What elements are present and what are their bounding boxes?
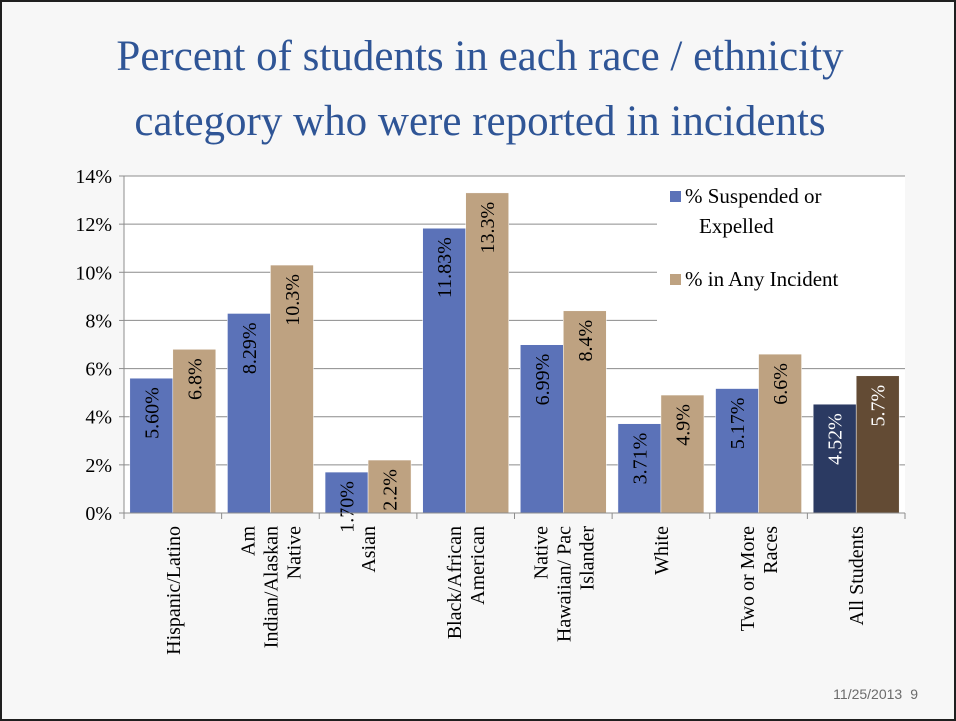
bar-any-incident [270,264,314,514]
x-category-label: Islander [576,526,598,591]
x-category-label: Am [237,526,259,556]
y-tick-label: 14% [75,166,112,188]
bar-suspended [422,227,466,514]
data-label: 1.70% [337,481,359,533]
data-label: 6.8% [184,358,206,400]
legend-label: Expelled [699,214,774,238]
bar-any-incident [367,459,412,514]
title-line-1: Percent of students in each race / ethni… [116,33,844,80]
x-category-label: Native [283,526,305,579]
bar-any-incident [660,394,705,514]
data-label: 4.52% [825,413,847,465]
bar-suspended [715,388,759,514]
x-category-label: Asian [358,526,380,573]
bar-suspended [520,344,564,514]
data-label: 11.83% [434,237,456,298]
bar-any-incident [563,310,607,514]
bar-suspended [812,403,857,514]
y-tick-label: 6% [85,359,112,381]
data-label: 3.71% [629,433,651,485]
slide-footer: 11/25/2013 9 [833,686,918,702]
y-tick-label: 4% [85,407,112,429]
title-line-2: category who were reported in incidents [134,98,826,146]
legend [657,177,905,335]
legend-swatch [670,274,681,285]
bar-any-incident [172,349,217,514]
bar-suspended [129,377,174,514]
x-category-label: White [651,526,673,575]
data-label: 5.60% [141,387,163,439]
x-category-label: Indian/Alaskan [260,526,282,648]
x-category-label: Two or More [737,526,759,631]
x-category-label: All Students [846,526,868,626]
y-tick-label: 12% [75,214,112,236]
x-category-label: Races [760,526,782,574]
legend-label: % Suspended or [685,184,821,208]
x-category-label: American [467,526,489,605]
data-label: 5.7% [868,385,890,427]
bar-any-incident [465,192,509,514]
bar-any-incident [758,353,802,514]
y-tick-label: 8% [85,310,112,332]
slide-title: Percent of students in each race / ethni… [42,24,918,155]
data-label: 4.9% [672,404,694,446]
data-label: 6.6% [770,363,792,405]
bar-suspended [227,313,271,514]
data-label: 6.99% [532,354,554,406]
slide-date: 11/25/2013 [833,686,903,702]
data-label: 10.3% [282,274,304,326]
legend-label: % in Any Incident [685,267,839,291]
x-category-label: Hispanic/Latino [163,526,185,655]
data-label: 13.3% [477,202,499,254]
bar-any-incident [855,375,900,514]
y-tick-label: 2% [85,455,112,477]
data-label: 2.2% [380,469,402,511]
y-tick-label: 0% [85,503,112,525]
data-label: 8.4% [575,320,597,362]
data-label: 8.29% [239,322,261,374]
x-category-label: Native [530,526,552,579]
bar-suspended [617,423,662,514]
slide-page-number: 9 [910,686,918,702]
y-tick-label: 10% [75,262,112,284]
x-category-label: Hawaiian/ Pac [553,526,575,642]
x-category-label: Black/African [444,526,466,639]
data-label: 5.17% [727,398,749,450]
legend-swatch [670,191,681,202]
